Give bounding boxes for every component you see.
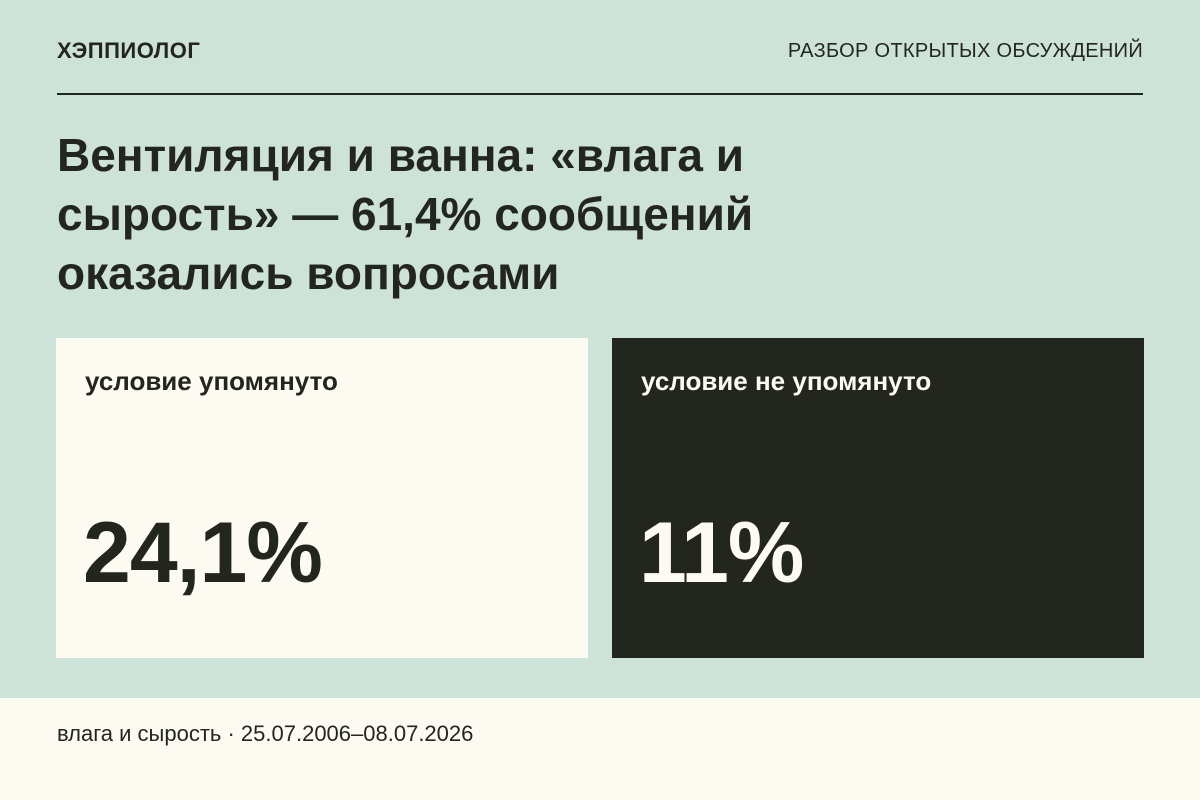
footer: влага и сырость · 25.07.2006–08.07.2026 [0,698,1200,800]
brand: ХЭППИОЛОГ [57,38,201,63]
divider [57,93,1143,95]
card: условие не упомянуто 11% [612,338,1144,658]
title: Вентиляция и ванна: «влага и сырость» — … [57,129,754,299]
card: условие упомянуто 24,1% [56,338,588,658]
card-label: условие не упомянуто [641,366,932,396]
card-value: 11% [639,505,804,601]
card-label: условие упомянуто [85,366,338,396]
footer-text: влага и сырость · 25.07.2006–08.07.2026 [57,721,474,746]
section-label: РАЗБОР ОТКРЫТЫХ ОБСУЖДЕНИЙ [787,40,1143,62]
card-value: 24,1% [83,505,323,601]
